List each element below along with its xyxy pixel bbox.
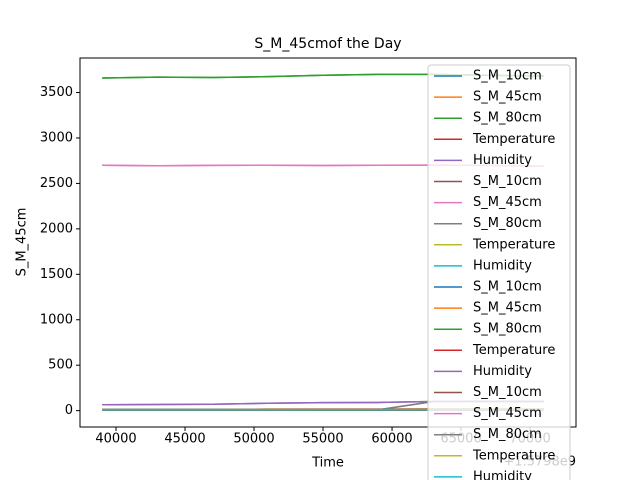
legend-label: S_M_45cm — [473, 90, 542, 105]
x-tick-label: 45000 — [164, 432, 205, 447]
x-tick-label: 55000 — [302, 432, 343, 447]
y-tick-label: 3500 — [40, 85, 73, 100]
legend-label: S_M_45cm — [473, 301, 542, 316]
legend-label: S_M_10cm — [473, 280, 542, 295]
legend-label: Temperature — [472, 448, 555, 463]
y-tick-label: 2500 — [40, 176, 73, 191]
legend-label: S_M_10cm — [473, 174, 542, 189]
legend-label: Humidity — [473, 153, 532, 168]
x-tick-label: 50000 — [233, 432, 274, 447]
legend-label: Humidity — [473, 364, 532, 379]
y-tick-label: 500 — [48, 358, 73, 373]
legend-label: Temperature — [472, 343, 555, 358]
y-tick-label: 0 — [65, 403, 73, 418]
legend-label: S_M_45cm — [473, 195, 542, 210]
legend-label: S_M_80cm — [473, 322, 542, 337]
y-tick-label: 1000 — [40, 312, 73, 327]
x-tick-label: 60000 — [371, 432, 412, 447]
legend-label: Temperature — [472, 237, 555, 252]
plot-frame — [79, 57, 577, 428]
x-axis-label: Time — [311, 456, 344, 471]
legend-label: S_M_80cm — [473, 427, 542, 442]
y-tick-label: 3000 — [40, 130, 73, 145]
legend-label: S_M_45cm — [473, 406, 542, 421]
legend-label: S_M_80cm — [473, 216, 542, 231]
x-tick-label: 40000 — [95, 432, 136, 447]
legend-label: S_M_80cm — [473, 111, 542, 126]
y-tick-label: 2000 — [40, 221, 73, 236]
legend-label: S_M_10cm — [473, 385, 542, 400]
legend-label: S_M_10cm — [473, 69, 542, 84]
y-tick-label: 1500 — [40, 267, 73, 282]
chart-title: S_M_45cmof the Day — [254, 36, 401, 52]
legend-label: Humidity — [473, 469, 532, 480]
legend-label: Humidity — [473, 258, 532, 273]
y-axis-label: S_M_45cm — [15, 208, 30, 277]
legend-label: Temperature — [472, 132, 555, 147]
legend-box — [427, 64, 571, 480]
